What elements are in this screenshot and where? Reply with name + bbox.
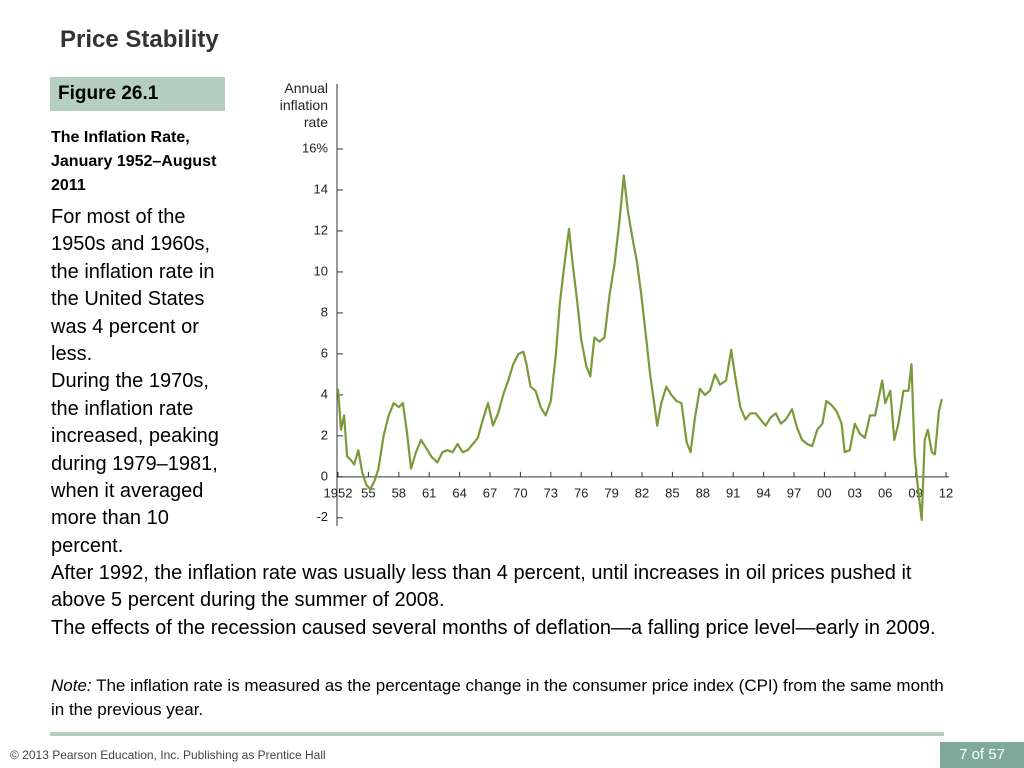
x-tick-label: 12 bbox=[939, 485, 953, 500]
paragraph: The effects of the recession caused seve… bbox=[51, 616, 936, 639]
x-tick-label: 70 bbox=[513, 485, 527, 500]
x-tick-label: 94 bbox=[756, 485, 770, 500]
y-tick-label: 4 bbox=[321, 386, 328, 401]
slide-title: Price Stability bbox=[60, 26, 219, 53]
x-tick-label: 58 bbox=[392, 485, 406, 500]
y-tick-label: 2 bbox=[321, 427, 328, 442]
y-tick-label: 12 bbox=[314, 222, 328, 237]
x-tick-label: 82 bbox=[635, 485, 649, 500]
y-tick-label: 16% bbox=[302, 140, 328, 155]
x-tick-label: 76 bbox=[574, 485, 588, 500]
figure-caption: The Inflation Rate, January 1952–August … bbox=[51, 129, 217, 194]
y-tick-label: 14 bbox=[314, 181, 328, 196]
footer-rule bbox=[50, 732, 944, 736]
body-text: After 1992, the inflation rate was usual… bbox=[51, 560, 951, 642]
x-tick-label: 06 bbox=[878, 485, 892, 500]
x-tick-label: 03 bbox=[848, 485, 862, 500]
x-tick-label: 97 bbox=[787, 485, 801, 500]
x-tick-label: 91 bbox=[726, 485, 740, 500]
y-tick-label: 6 bbox=[321, 345, 328, 360]
page-number: 7 of 57 bbox=[940, 742, 1024, 768]
y-tick-label: -2 bbox=[316, 509, 328, 524]
x-tick-label: 61 bbox=[422, 485, 436, 500]
copyright: © 2013 Pearson Education, Inc. Publishin… bbox=[10, 748, 326, 762]
inflation-line bbox=[336, 174, 943, 521]
y-axis-label: Annual inflation rate bbox=[279, 80, 328, 130]
y-tick-label: 10 bbox=[314, 263, 328, 278]
paragraph: During the 1970s, the inflation rate inc… bbox=[51, 370, 219, 557]
y-tick-label: 8 bbox=[321, 304, 328, 319]
x-tick-label: 85 bbox=[665, 485, 679, 500]
x-tick-label: 79 bbox=[604, 485, 618, 500]
x-tick-label: 00 bbox=[817, 485, 831, 500]
paragraph: After 1992, the inflation rate was usual… bbox=[51, 562, 912, 612]
x-tick-label: 73 bbox=[544, 485, 558, 500]
x-tick-label: 67 bbox=[483, 485, 497, 500]
paragraph: For most of the 1950s and 1960s, the inf… bbox=[51, 206, 215, 366]
note-label: Note: bbox=[51, 676, 92, 695]
note: Note: The inflation rate is measured as … bbox=[51, 674, 956, 722]
note-text: The inflation rate is measured as the pe… bbox=[51, 676, 944, 719]
x-tick-label: 09 bbox=[908, 485, 922, 500]
figure-label: Figure 26.1 bbox=[50, 77, 225, 111]
side-text: For most of the 1950s and 1960s, the inf… bbox=[51, 204, 241, 560]
y-tick-label: 0 bbox=[321, 468, 328, 483]
x-tick-label: 88 bbox=[696, 485, 710, 500]
x-tick-label: 1952 bbox=[324, 485, 353, 500]
x-tick-label: 55 bbox=[361, 485, 375, 500]
x-tick-label: 64 bbox=[452, 485, 466, 500]
